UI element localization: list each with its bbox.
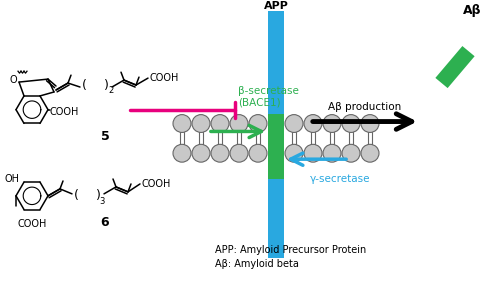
- Circle shape: [173, 114, 191, 133]
- Bar: [436, 46, 474, 88]
- Text: APP: Amyloid Precursor Protein: APP: Amyloid Precursor Protein: [215, 245, 366, 255]
- Text: COOH: COOH: [18, 219, 46, 229]
- Circle shape: [211, 114, 229, 133]
- Text: O: O: [9, 75, 17, 85]
- Text: COOH: COOH: [142, 179, 172, 189]
- Text: Aβ: Aβ: [463, 4, 481, 17]
- Circle shape: [285, 144, 303, 162]
- Circle shape: [285, 114, 303, 133]
- Circle shape: [304, 114, 322, 133]
- Text: APP: APP: [264, 1, 288, 11]
- Text: 6: 6: [100, 216, 110, 229]
- Circle shape: [249, 114, 267, 133]
- Circle shape: [192, 144, 210, 162]
- Text: 3: 3: [99, 197, 104, 206]
- Text: Aβ production: Aβ production: [328, 102, 402, 112]
- Text: γ-secretase: γ-secretase: [310, 174, 370, 184]
- Circle shape: [192, 114, 210, 133]
- Text: β-secretase
(BACE1): β-secretase (BACE1): [238, 85, 299, 108]
- Circle shape: [211, 144, 229, 162]
- Circle shape: [323, 144, 341, 162]
- Circle shape: [304, 144, 322, 162]
- Text: OH: OH: [5, 174, 20, 184]
- Circle shape: [173, 144, 191, 162]
- Text: Aβ: Amyloid beta: Aβ: Amyloid beta: [215, 259, 299, 269]
- Circle shape: [249, 144, 267, 162]
- Circle shape: [230, 144, 248, 162]
- Text: (: (: [74, 189, 79, 202]
- Text: (: (: [82, 79, 87, 92]
- Circle shape: [342, 144, 360, 162]
- Circle shape: [323, 114, 341, 133]
- Text: COOH: COOH: [150, 73, 180, 83]
- Circle shape: [230, 114, 248, 133]
- Circle shape: [361, 114, 379, 133]
- Bar: [268, 11, 284, 258]
- Circle shape: [342, 114, 360, 133]
- Text: COOH: COOH: [50, 107, 80, 117]
- Bar: [268, 114, 284, 179]
- Circle shape: [361, 144, 379, 162]
- Text: 2: 2: [108, 87, 113, 96]
- Text: ): ): [96, 189, 101, 202]
- Text: 5: 5: [100, 130, 110, 143]
- Text: ): ): [104, 79, 109, 92]
